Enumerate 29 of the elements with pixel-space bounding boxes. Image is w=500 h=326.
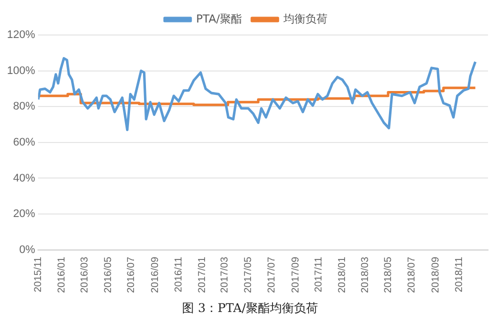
x-tick-label: 2018/07: [406, 256, 418, 294]
x-tick-label: 2017/05: [243, 256, 254, 294]
legend-label: 均衡负荷: [282, 12, 328, 26]
x-tick-label: 2018/03: [360, 256, 371, 294]
y-tick-label: 100%: [6, 64, 36, 77]
x-tick-label: 2015/11: [32, 256, 44, 292]
y-tick-label: 0%: [19, 244, 36, 256]
x-tick-label: 2017/01: [196, 256, 208, 294]
y-tick-label: 60%: [13, 136, 36, 148]
legend-label: PTA/聚酯: [196, 12, 242, 26]
x-tick-label: 2016/01: [56, 256, 68, 294]
x-tick-label: 2017/09: [290, 256, 302, 294]
y-tick-label: 120%: [6, 29, 36, 42]
caption: 图 3：PTA/聚酯均衡负荷: [181, 300, 319, 317]
x-tick-label: 2016/07: [126, 256, 138, 294]
x-tick-label: 2017/07: [266, 256, 278, 294]
x-tick-label: 2016/03: [79, 256, 90, 294]
x-tick-label: 2016/05: [102, 256, 114, 294]
x-tick-label: 2018/05: [383, 256, 394, 294]
x-tick-label: 2018/09: [430, 256, 442, 294]
y-tick-label: 80%: [13, 100, 36, 113]
x-tick-label: 2018/01: [337, 256, 348, 294]
x-tick-label: 2016/11: [173, 256, 184, 292]
x-tick-label: 2016/09: [150, 256, 162, 294]
x-tick-label: 2017/03: [220, 256, 231, 294]
y-tick-label: 20%: [13, 208, 36, 220]
y-tick-label: 40%: [13, 172, 36, 184]
x-tick-label: 2017/11: [314, 256, 325, 292]
x-tick-label: 2018/11: [454, 256, 465, 292]
